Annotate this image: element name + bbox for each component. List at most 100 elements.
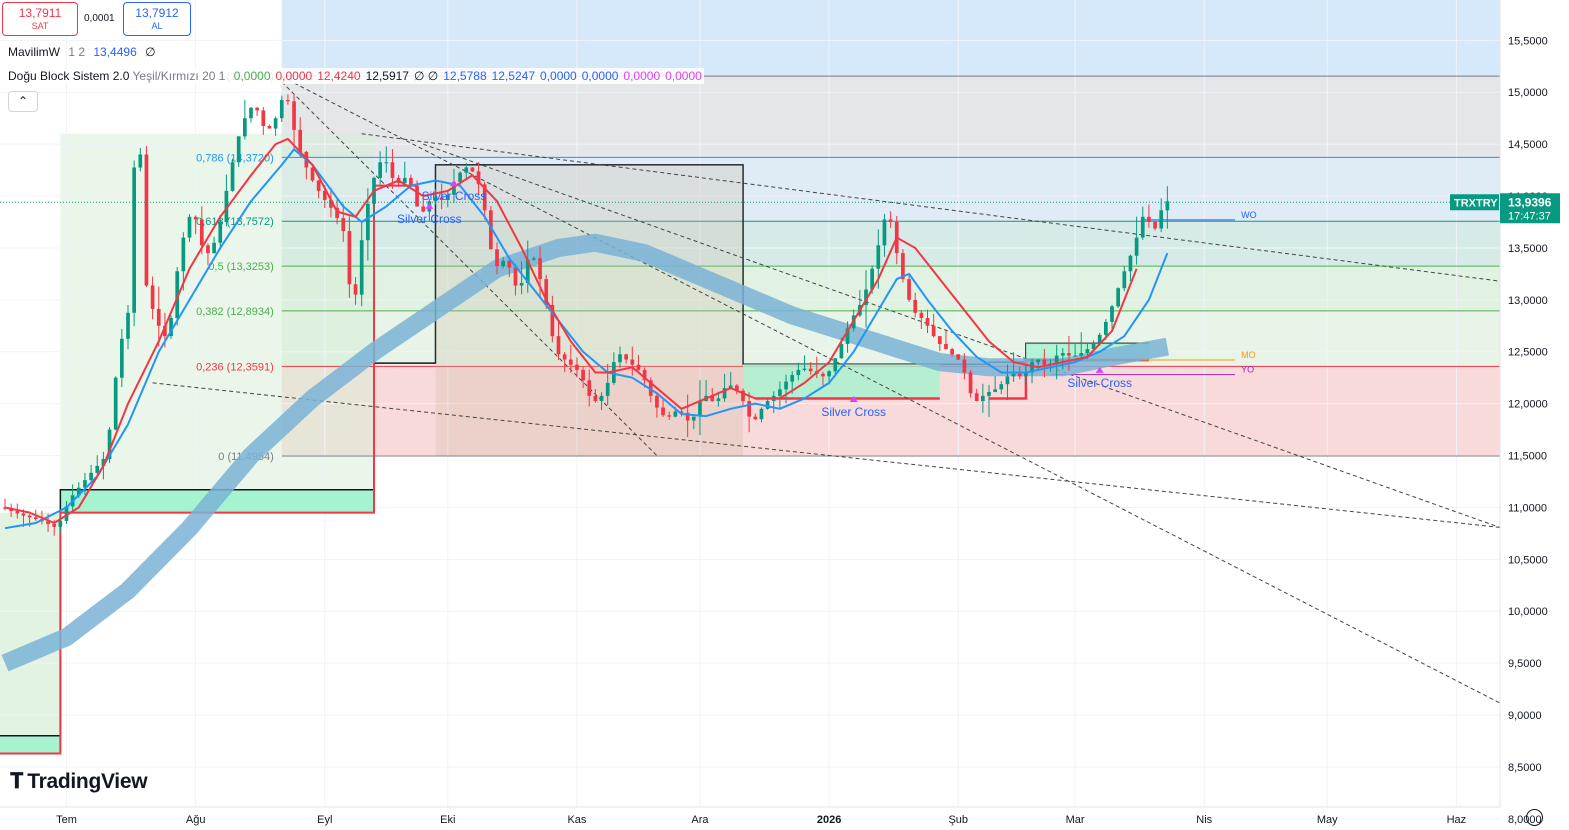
candle-body [89,472,93,481]
candle-body [212,242,216,254]
candle-body [292,101,296,130]
brand-name: TradingView [27,770,148,793]
time-tick-label: Eyl [317,814,332,826]
price-tick-label: 12,0000 [1508,399,1548,411]
candle-body [901,253,905,280]
candle-body [1024,372,1028,377]
ema-band [1,233,1170,672]
sell-button[interactable]: 13,7911 SAT [2,2,78,36]
candle-body [335,207,339,219]
candle-body [243,118,247,137]
level-tag: MO [1241,350,1256,360]
candle-body [298,129,303,152]
candle-body [999,384,1004,390]
candle-body [452,181,456,195]
candle-body [120,338,124,378]
sell-label: SAT [31,21,49,31]
buy-label: AL [151,21,163,31]
trend-line [152,382,1569,536]
candle-body [796,369,801,376]
time-axis[interactable]: Tem Ağu Eyl Eki Kas Ara 2026 Şub Mar Nis May Haz [0,806,1500,826]
candle-body [15,511,20,514]
indicator-legend-mavilim[interactable]: MavilimW 1 2 13,4496 ∅ [8,45,156,59]
candle-body [175,271,180,319]
silver-cross-label: Silver Cross [397,212,462,226]
candle-body [1036,359,1041,363]
candle-body [655,395,659,408]
candle-body [402,177,407,184]
settings-icon[interactable] [1526,809,1543,826]
price-tick-label: 8,5000 [1508,762,1542,774]
candle-body [735,385,739,391]
price-axis[interactable]: 15,500015,000014,500014,000013,500013,00… [1450,0,1569,830]
buy-button[interactable]: 13,7912 AL [123,2,191,36]
indicator-value-9: 0,0000 [623,69,661,83]
candle-body [384,162,389,164]
candle-body [193,216,198,220]
price-tick-label: 12,5000 [1508,347,1548,359]
candle-body [1017,373,1022,377]
candle-body [1153,221,1157,229]
indicator-value-3: 12,5917 [365,69,409,83]
time-tick-label: Ağu [186,814,206,826]
candle-body [445,194,450,200]
tradingview-logo-icon: 𝐓 [10,770,24,793]
candle-body [648,380,653,396]
candle-body [1116,288,1120,307]
candle-body [968,372,973,394]
indicator-value-10: 0,0000 [665,69,702,83]
candle-body [101,459,106,466]
fib-level-label: 0,5 (13,3253) [208,261,273,273]
signal-marker [449,180,458,187]
candle-body [550,305,555,337]
candle-body [378,162,382,178]
candle-body [439,197,444,200]
candle-body [636,364,641,370]
candle-body [58,520,63,527]
time-tick-label: May [1317,814,1338,826]
candle-body [913,299,918,313]
price-tick-label: 9,5000 [1508,658,1542,670]
candle-body [1140,216,1145,238]
block-box [743,364,940,399]
candle-body [974,393,979,402]
indicator-params: 1 2 [68,45,86,59]
candle-body [870,268,874,290]
signal-marker [1095,366,1104,373]
candle-body [126,312,130,339]
candle-body [624,354,628,360]
candle-body [507,260,512,268]
candle-body [76,487,81,496]
price-tick-label: 15,0000 [1508,87,1548,99]
candle-body [1030,362,1034,373]
candle-body [808,368,813,372]
candle-body [286,100,290,102]
symbol-label: TRXTRY [1454,197,1498,209]
sell-price: 13,7911 [18,6,62,20]
candles [3,94,1170,536]
tradingview-logo[interactable]: 𝐓 TradingView [10,770,148,794]
signal-marker [425,202,434,209]
chevron-up-icon[interactable]: ⌃ [8,91,38,112]
indicator-legend-dogu-block[interactable]: Doğu Block Sistem 2.0 Yeşil/Kırmızı 20 1… [8,68,704,84]
candle-body [329,199,333,208]
candle-body [833,358,838,372]
candle-body [993,389,997,392]
candle-body [95,465,100,473]
candle-body [845,328,850,344]
candle-body [1011,373,1016,377]
candle-body [1005,376,1010,385]
candle-body [937,336,942,344]
candle-body [667,415,672,417]
candle-body [1067,353,1071,356]
candle-body [1079,353,1084,356]
candle-body [679,411,684,413]
candle-body [556,336,561,355]
candle-body [728,385,733,389]
candle-body [685,412,690,421]
candle-body [181,237,186,272]
candle-body [421,206,426,212]
candle-body [236,136,241,163]
silver-cross-label: Silver Cross [1067,376,1132,390]
